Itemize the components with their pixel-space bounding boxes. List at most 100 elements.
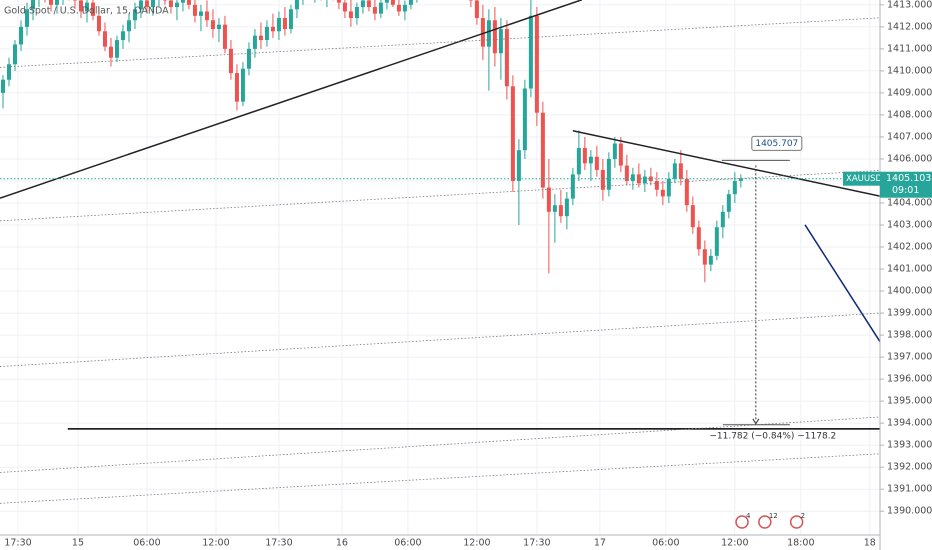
candle-body <box>546 187 551 212</box>
trend-line <box>804 224 880 343</box>
candle-body <box>24 9 29 27</box>
trend-line <box>572 130 880 197</box>
candle-body <box>132 9 137 21</box>
candle-body <box>486 20 491 47</box>
y-tick-label: 1401.000 <box>887 264 932 275</box>
candle-body <box>234 73 239 102</box>
candle-body <box>726 194 731 212</box>
candle-body <box>114 40 119 58</box>
candle-body <box>228 48 233 74</box>
y-tick-label: 1413.000 <box>887 0 932 10</box>
y-tick-label: 1408.000 <box>887 109 932 120</box>
candle-body <box>492 20 497 54</box>
candle-body <box>240 68 245 102</box>
x-tick-label: 17 <box>594 538 606 549</box>
y-tick-label: 1402.000 <box>887 242 932 253</box>
candle-body <box>378 2 383 14</box>
candle-body <box>648 176 653 181</box>
candle-body <box>552 205 557 212</box>
plot: 1405.707 −11.782 (−0.84%) −1178.2 <box>0 0 880 504</box>
event-count: 12 <box>769 512 778 520</box>
x-tick-label: 17:30 <box>523 538 550 549</box>
candle-body <box>342 2 347 12</box>
price-axis <box>880 0 932 550</box>
candle-body <box>372 7 377 14</box>
candle-body <box>204 11 209 21</box>
candle-body <box>30 0 35 10</box>
candle-body <box>168 0 173 8</box>
candle-body <box>606 158 611 190</box>
candle-body <box>126 20 131 32</box>
measure-start-label: 1405.707 <box>755 139 798 149</box>
y-tick-label: 1398.000 <box>887 330 932 341</box>
candle-body <box>666 178 671 197</box>
candle-body <box>732 180 737 195</box>
y-tick-label: 1392.000 <box>887 462 932 473</box>
candle-body <box>624 165 629 181</box>
x-tick-label: 12:00 <box>721 538 748 549</box>
candle-body <box>696 227 701 250</box>
candle-body <box>570 174 575 199</box>
candle-body <box>576 147 581 175</box>
candle-body <box>384 0 389 3</box>
event-count: 4 <box>746 512 751 520</box>
candle-body <box>738 178 743 181</box>
chart-title: Gold Spot / U.S. Dollar, 15, OANDA <box>4 6 169 17</box>
candle-body <box>174 2 179 8</box>
event-marker <box>758 515 772 529</box>
x-tick-label: 12:00 <box>202 538 229 549</box>
candle-body <box>354 7 359 19</box>
measure-box <box>751 135 803 151</box>
candle-body <box>636 174 641 184</box>
candle-body <box>408 0 413 5</box>
candle-body <box>558 205 563 217</box>
candle-body <box>612 143 617 159</box>
candle-body <box>516 150 521 181</box>
candle-body <box>684 178 689 206</box>
event-marker <box>735 515 749 529</box>
candle-body <box>6 64 11 80</box>
candle-body <box>54 0 59 5</box>
x-tick-label: 06:00 <box>133 538 160 549</box>
candle-body <box>120 31 125 41</box>
candle-body <box>102 31 107 47</box>
candle-body <box>198 11 203 16</box>
axes: 1390.000 1391.000 1392.000 1393.000 1394.000… <box>4 0 932 549</box>
ticker-label: XAUUSD <box>846 174 882 184</box>
countdown: 09:01 <box>892 185 919 196</box>
candle-body <box>282 18 287 30</box>
candle-body <box>504 29 509 87</box>
candle-body <box>540 112 545 188</box>
candle-body <box>642 176 647 184</box>
y-tick-label: 1396.000 <box>887 374 932 385</box>
event-marker <box>789 515 804 529</box>
candle-body <box>222 24 227 49</box>
candle-body <box>276 18 281 32</box>
candle-body <box>600 169 605 190</box>
x-tick-label: 16 <box>336 538 348 549</box>
candle-body <box>96 15 101 32</box>
y-tick-label: 1410.000 <box>887 65 932 76</box>
candle-body <box>270 26 275 32</box>
candle-body <box>702 249 707 265</box>
candle-body <box>564 198 569 217</box>
candle-body <box>12 44 17 65</box>
candle-body <box>138 0 143 10</box>
candle-body <box>252 35 257 49</box>
candle-body <box>288 9 293 30</box>
candle-body <box>498 29 503 54</box>
candle-body <box>534 15 539 113</box>
y-tick-label: 1412.000 <box>887 21 932 32</box>
y-tick-label: 1403.000 <box>887 220 932 231</box>
x-tick-label: 18:00 <box>787 538 814 549</box>
x-tick-label: 15 <box>72 538 84 549</box>
y-tick-label: 1397.000 <box>887 352 932 363</box>
y-tick-label: 1400.000 <box>887 286 932 297</box>
price-label: 1405.103 <box>886 173 931 184</box>
candle-body <box>0 79 5 93</box>
candle-body <box>480 18 485 47</box>
candle-body <box>660 189 665 197</box>
candle-body <box>720 211 725 228</box>
candle-body <box>192 4 197 16</box>
